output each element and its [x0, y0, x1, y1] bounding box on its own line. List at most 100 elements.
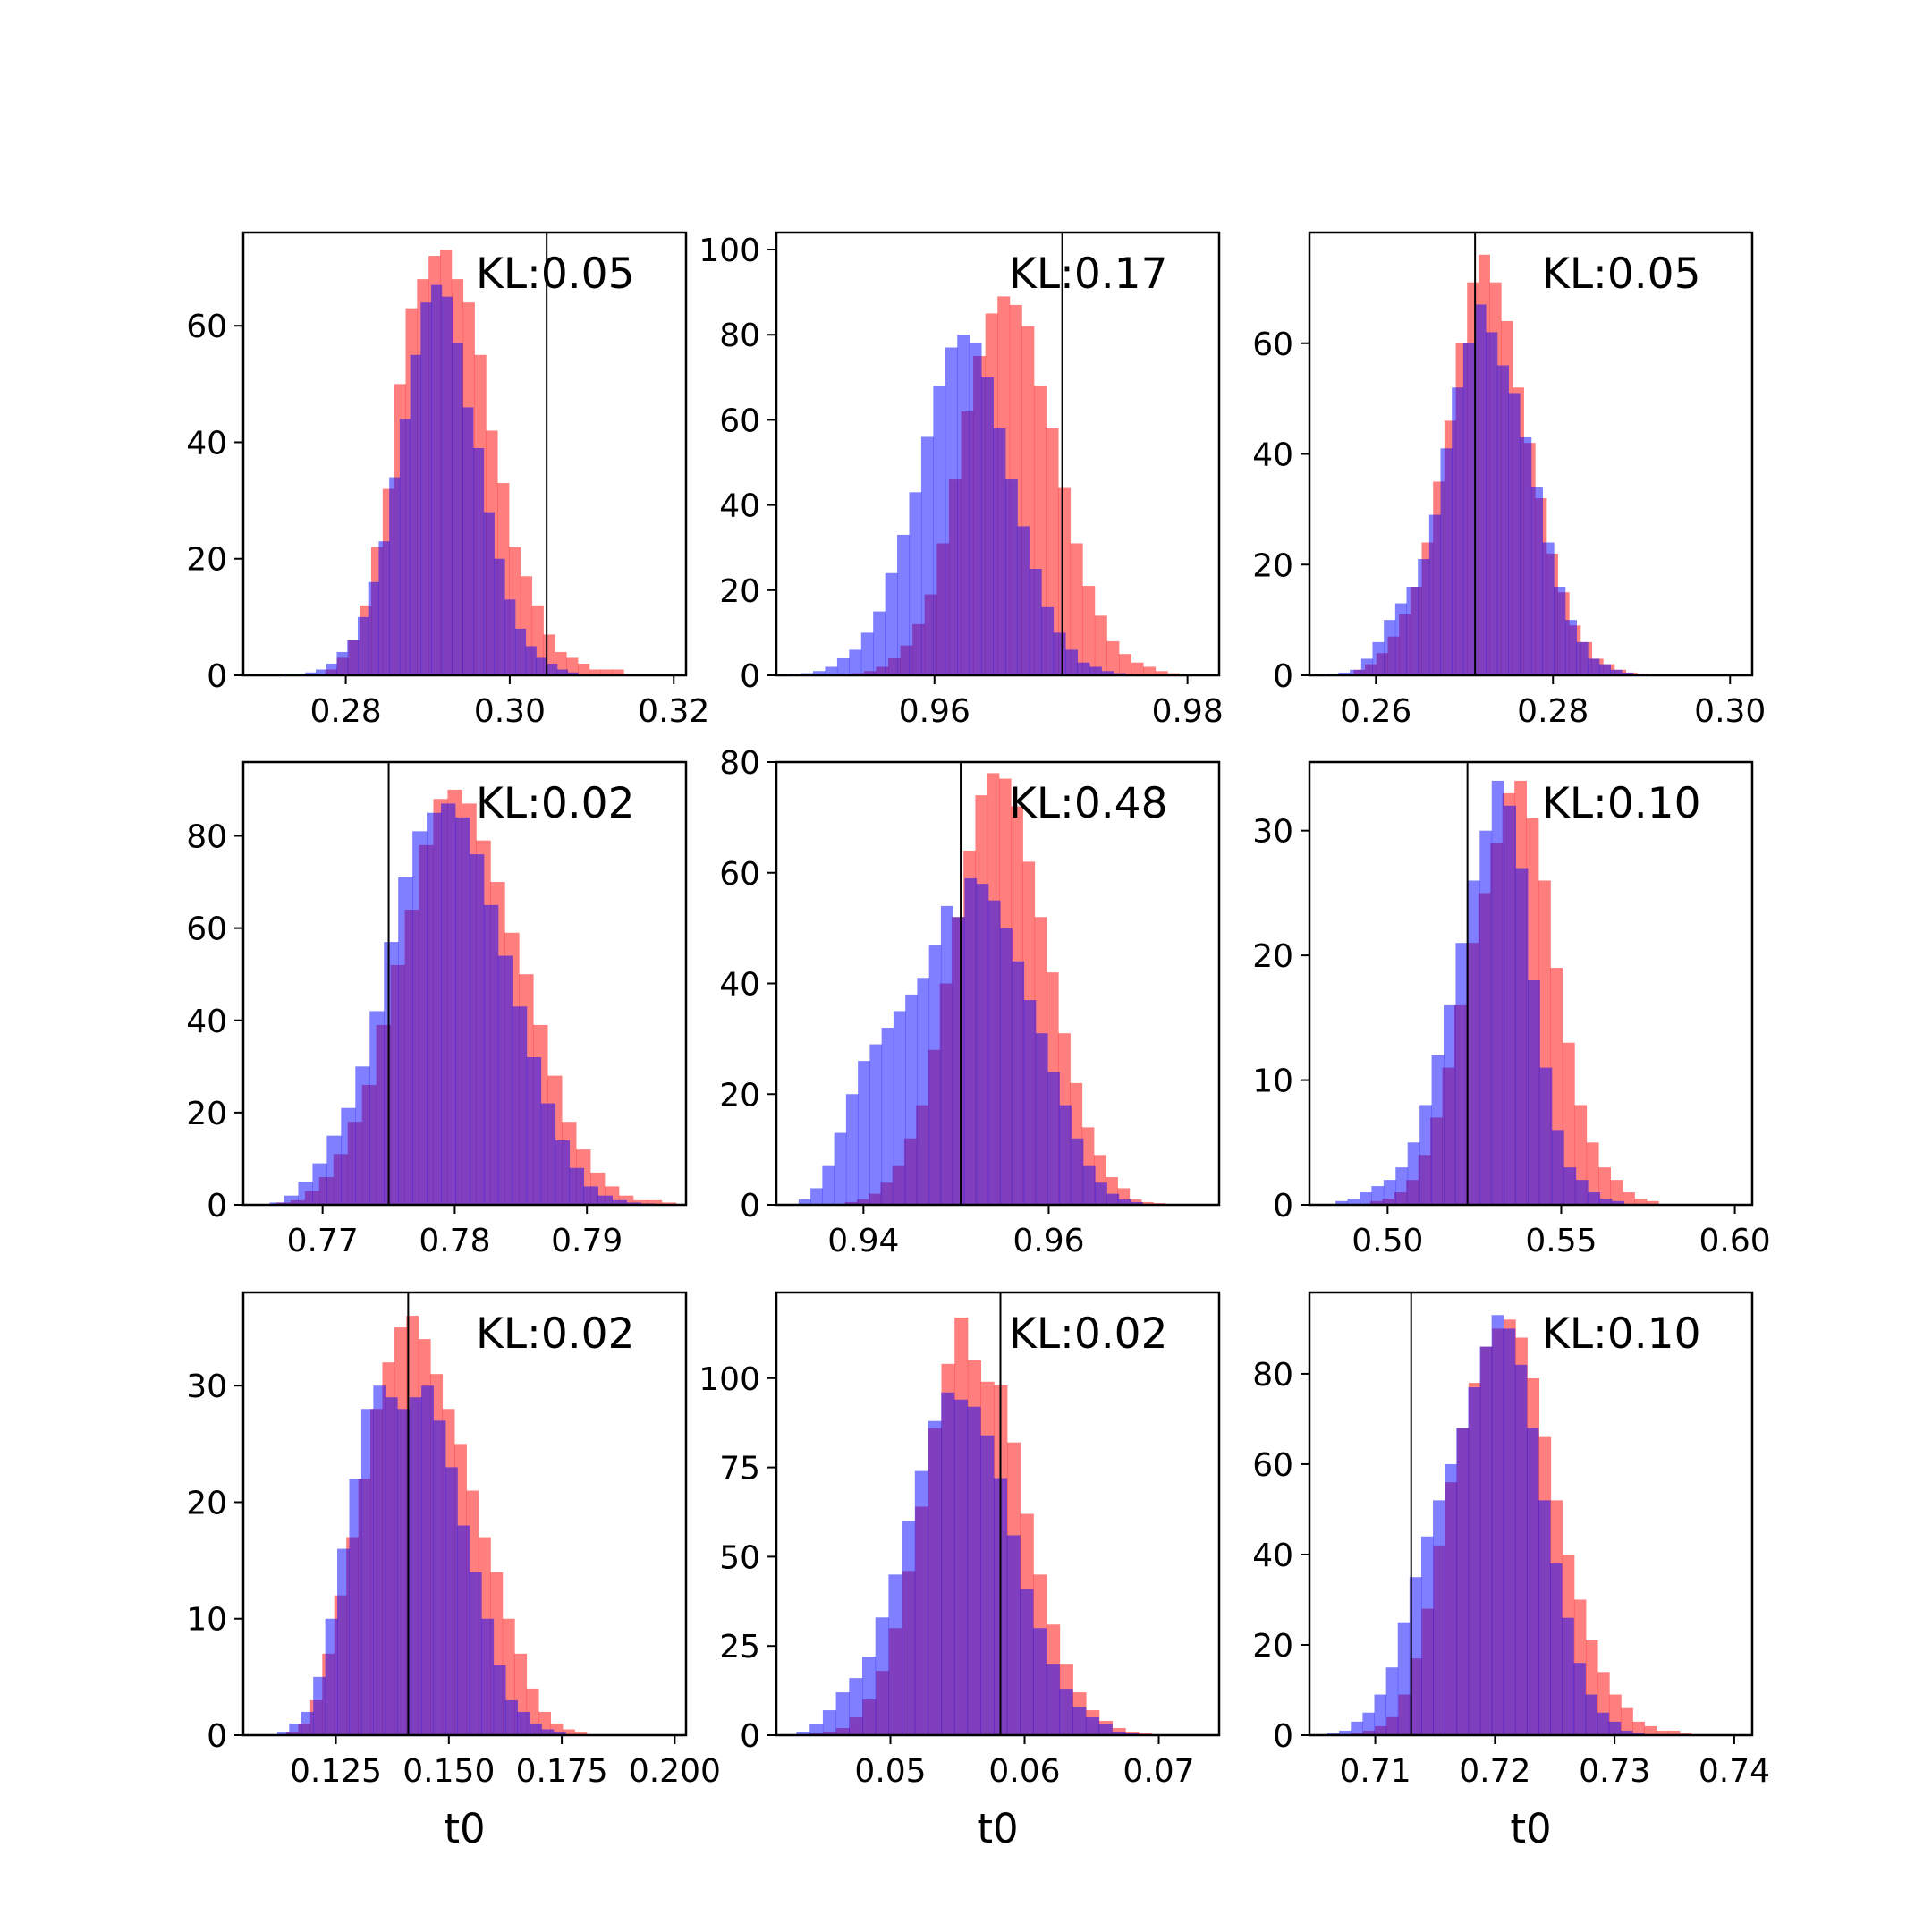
- blue-histogram-bar: [530, 1723, 542, 1735]
- y-tick-label: 80: [1252, 1357, 1293, 1394]
- blue-histogram-bar: [1452, 387, 1464, 675]
- blue-histogram-bar: [875, 1617, 889, 1735]
- x-tick-label: 0.77: [287, 1223, 359, 1259]
- blue-histogram-bar: [445, 1467, 458, 1735]
- x-tick-label: 0.150: [402, 1753, 495, 1790]
- blue-histogram-bar: [433, 1420, 446, 1735]
- x-tick-label: 0.94: [827, 1223, 899, 1259]
- blue-histogram-bar: [1479, 1346, 1493, 1735]
- x-tick-label: 0.06: [988, 1753, 1060, 1790]
- blue-histogram-bar: [1101, 671, 1114, 675]
- y-tick-label: 0: [207, 1718, 227, 1755]
- blue-histogram-bar: [526, 1057, 542, 1205]
- blue-histogram-bar: [1445, 1463, 1457, 1735]
- blue-histogram-bar: [1622, 672, 1634, 675]
- blue-histogram-bar: [289, 1723, 302, 1735]
- blue-histogram-bar: [1486, 332, 1498, 675]
- plot-area: [798, 762, 1165, 1205]
- x-tick-label: 0.05: [854, 1753, 926, 1790]
- blue-histogram-bar: [1359, 1192, 1372, 1205]
- blue-histogram-bar: [1588, 658, 1600, 675]
- blue-histogram-bar: [1095, 1182, 1107, 1205]
- blue-histogram-bar: [1456, 1428, 1469, 1735]
- blue-histogram-bar: [860, 632, 874, 675]
- blue-histogram-bar: [337, 1548, 350, 1735]
- x-tick-label: 0.72: [1459, 1753, 1530, 1790]
- red-histogram-bar: [632, 1199, 648, 1205]
- blue-histogram-bar: [284, 1195, 299, 1205]
- y-tick-label: 0: [740, 1718, 760, 1755]
- x-tick-label: 0.125: [290, 1753, 382, 1790]
- blue-histogram-bar: [276, 1732, 290, 1735]
- blue-histogram-bar: [885, 572, 898, 675]
- x-tick-label: 0.32: [638, 693, 709, 730]
- blue-histogram-bar: [1409, 1577, 1422, 1735]
- blue-histogram-bar: [583, 1186, 598, 1205]
- blue-histogram-bar: [1072, 1707, 1087, 1735]
- red-histogram-bar: [600, 669, 613, 675]
- blue-histogram-bar: [412, 831, 428, 1205]
- red-histogram-bar: [555, 651, 567, 675]
- blue-histogram-bar: [427, 812, 442, 1205]
- blue-histogram-bar: [547, 663, 558, 675]
- blue-histogram-bar: [540, 1103, 556, 1205]
- blue-histogram-bar: [822, 1165, 835, 1205]
- blue-histogram-bar: [1374, 1694, 1387, 1735]
- y-tick-label: 30: [1252, 814, 1293, 851]
- blue-histogram-bar: [1491, 1315, 1504, 1735]
- blue-histogram-bar: [316, 669, 327, 675]
- blue-histogram-bar: [347, 640, 359, 675]
- blue-histogram-series: [1327, 1315, 1645, 1735]
- blue-histogram-bar: [1550, 1563, 1563, 1735]
- blue-histogram-bar: [269, 1202, 284, 1205]
- plot-area: [269, 762, 677, 1205]
- blue-histogram-bar: [441, 296, 453, 675]
- blue-histogram-bar: [953, 917, 965, 1205]
- blue-histogram-bar: [1047, 1072, 1060, 1205]
- blue-histogram-bar: [378, 541, 390, 675]
- blue-histogram-bar: [553, 1732, 566, 1735]
- y-tick-label: 60: [1252, 1447, 1293, 1484]
- red-histogram-bar: [1058, 487, 1072, 675]
- x-tick-label: 0.98: [1152, 693, 1224, 730]
- blue-histogram-bar: [1372, 641, 1385, 675]
- axes-frame: [1308, 760, 1754, 1207]
- blue-histogram-bar: [981, 377, 994, 675]
- blue-histogram-bar: [349, 1479, 362, 1735]
- blue-histogram-bar: [1474, 304, 1487, 675]
- blue-histogram-bar: [1020, 1589, 1034, 1735]
- y-tick-label: 40: [719, 967, 760, 1004]
- red-histogram-bar: [1118, 654, 1131, 675]
- blue-histogram-bar: [1431, 1055, 1445, 1205]
- blue-histogram-bar: [920, 436, 934, 675]
- y-tick-label: 60: [719, 856, 760, 893]
- blue-histogram-bar: [326, 663, 337, 675]
- blue-histogram-bar: [410, 354, 421, 675]
- blue-histogram-bar: [849, 1678, 863, 1735]
- y-tick-label: 30: [186, 1368, 227, 1405]
- blue-histogram-bar: [1503, 1328, 1516, 1735]
- blue-histogram-bar: [933, 386, 946, 675]
- y-tick-label: 40: [1252, 1538, 1293, 1574]
- blue-histogram-bar: [976, 884, 989, 1205]
- blue-histogram-bar: [420, 302, 432, 675]
- blue-histogram-bar: [483, 904, 499, 1205]
- plot-area: [1326, 233, 1649, 675]
- y-tick-label: 40: [1252, 437, 1293, 474]
- kl-divergence-label: KL:0.02: [476, 1309, 635, 1359]
- blue-histogram-bar: [473, 447, 485, 675]
- blue-histogram-bar: [1515, 868, 1529, 1205]
- blue-histogram-bar: [822, 1710, 836, 1735]
- blue-histogram-bar: [1406, 587, 1419, 675]
- blue-histogram-bar: [1006, 1535, 1021, 1735]
- blue-histogram-bar: [1059, 1105, 1072, 1205]
- blue-histogram-series: [798, 877, 1143, 1205]
- blue-histogram-bar: [809, 1724, 824, 1735]
- blue-histogram-bar: [813, 671, 826, 675]
- blue-histogram-bar: [1554, 587, 1566, 675]
- blue-histogram-bar: [1383, 1180, 1396, 1205]
- x-tick-label: 0.28: [310, 693, 382, 730]
- blue-histogram-bar: [1371, 1186, 1385, 1205]
- blue-histogram-bar: [483, 512, 495, 675]
- blue-histogram-bar: [928, 1420, 942, 1735]
